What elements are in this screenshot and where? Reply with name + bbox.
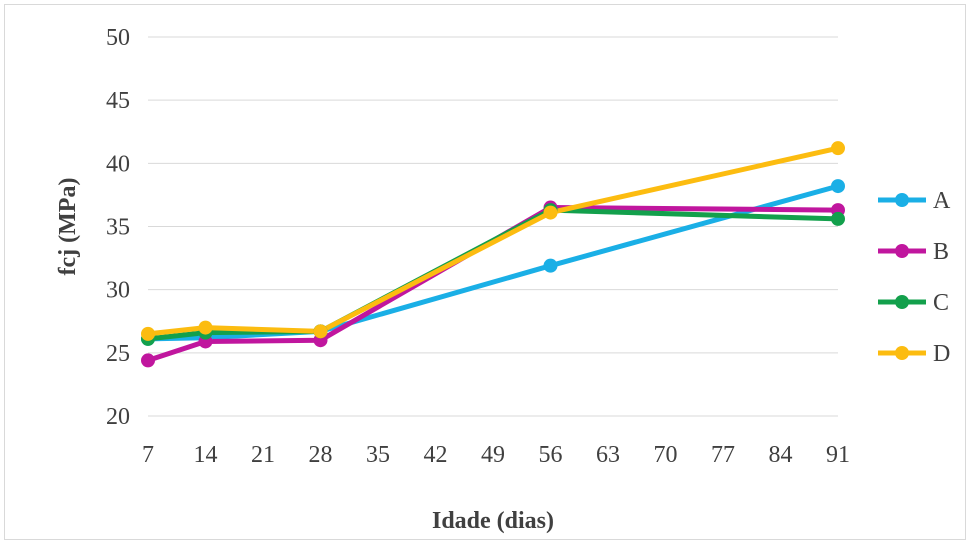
x-tick-label: 56: [539, 442, 563, 468]
legend-marker-C: [895, 295, 909, 309]
chart-frame: [4, 4, 966, 540]
data-point-B: [141, 353, 155, 368]
y-tick-label: 20: [106, 404, 130, 430]
x-tick-labels: 7 14 21 28 35 42 49 56 63 70 77 84 91: [142, 442, 850, 468]
x-tick-label: 21: [251, 442, 275, 468]
y-tick-label: 35: [106, 215, 130, 241]
legend-marker-D: [895, 346, 909, 360]
y-tick-label: 40: [106, 151, 130, 177]
y-tick-label: 45: [106, 88, 130, 114]
legend-marker-B: [895, 244, 909, 258]
y-tick-label: 25: [106, 341, 130, 367]
legend-label-B: B: [933, 239, 949, 265]
x-tick-label: 14: [194, 442, 218, 468]
data-point-D: [313, 324, 328, 339]
legend-label-C: C: [933, 290, 949, 316]
series-line-C: [145, 207, 841, 342]
data-point-C: [831, 211, 845, 226]
data-point-D: [141, 326, 155, 341]
y-axis-title: fcj (MPa): [55, 178, 81, 276]
gridlines: [148, 36, 838, 417]
x-tick-label: 35: [366, 442, 390, 468]
legend-label-D: D: [933, 341, 950, 367]
x-tick-label: 42: [424, 442, 448, 468]
x-tick-label: 63: [596, 442, 620, 468]
data-point-D: [831, 141, 845, 156]
legend-marker-A: [895, 193, 909, 207]
x-tick-label: 84: [769, 442, 793, 468]
x-tick-label: 70: [654, 442, 678, 468]
x-tick-label: 77: [711, 442, 735, 468]
legend-label-A: A: [933, 188, 951, 214]
x-tick-label: 28: [309, 442, 333, 468]
x-tick-label: 91: [826, 442, 850, 468]
x-tick-label: 49: [481, 442, 505, 468]
y-tick-labels: 20 25 30 35 40 45 50: [106, 25, 130, 430]
x-tick-label: 7: [142, 442, 154, 468]
series-lines: [145, 145, 841, 363]
series-line-D: [145, 145, 841, 337]
data-point-A: [543, 258, 558, 273]
y-tick-label: 30: [106, 278, 130, 304]
x-axis-title: Idade (dias): [432, 508, 554, 534]
data-point-D: [543, 205, 558, 220]
y-tick-label: 50: [106, 25, 130, 51]
series-points: [141, 141, 845, 368]
data-point-D: [198, 320, 213, 335]
data-point-A: [831, 179, 845, 194]
